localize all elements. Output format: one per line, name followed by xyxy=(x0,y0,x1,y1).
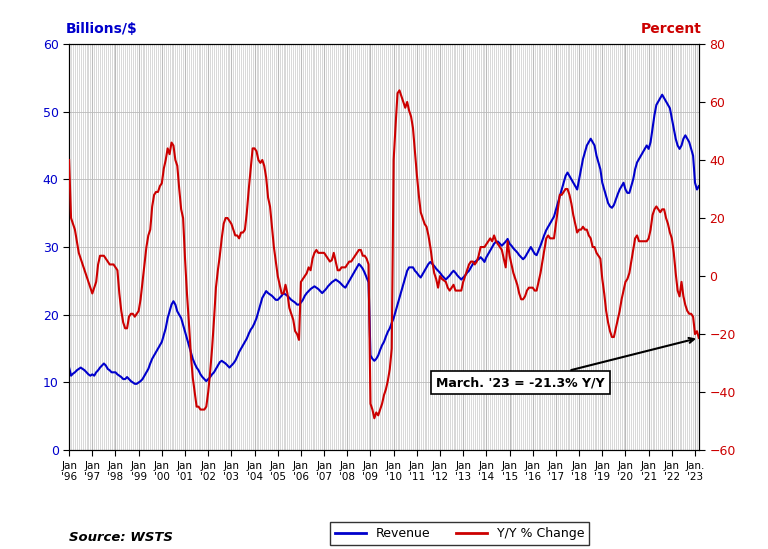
Text: Billions/$: Billions/$ xyxy=(66,22,137,36)
Text: Percent: Percent xyxy=(641,22,702,36)
Text: March. '23 = -21.3% Y/Y: March. '23 = -21.3% Y/Y xyxy=(436,338,694,389)
Legend: Revenue, Y/Y % Change: Revenue, Y/Y % Change xyxy=(329,523,589,546)
Text: Source: WSTS: Source: WSTS xyxy=(69,530,173,544)
